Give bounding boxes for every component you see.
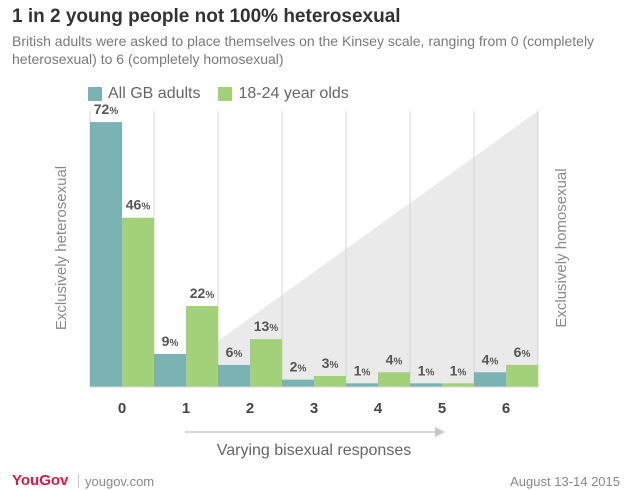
legend-swatch-young: [218, 87, 233, 101]
value-label: 9%: [162, 333, 179, 349]
legend: All GB adults 18-24 year olds: [88, 85, 367, 103]
tick-label: 5: [438, 400, 446, 417]
value-label: 6%: [514, 344, 531, 360]
tick-label: 2: [246, 400, 254, 417]
right-axis-label: Exclusively homosexual: [553, 168, 570, 327]
value-label: 13%: [254, 318, 279, 334]
tick-label: 3: [310, 400, 318, 417]
bar-young-6: [506, 364, 538, 387]
value-label: 1%: [354, 362, 371, 378]
value-label: 1%: [418, 362, 435, 378]
bar-young-5: [442, 383, 474, 387]
value-label: 1%: [450, 362, 467, 378]
value-label: 72%: [94, 101, 119, 117]
bisexual-arrow-head: [435, 427, 445, 437]
bar-young-1: [186, 306, 218, 387]
value-label: 3%: [322, 355, 339, 371]
bar-all-adults-2: [218, 364, 250, 387]
chart-subtitle: British adults were asked to place thems…: [12, 33, 595, 67]
legend-item-all-adults: All GB adults: [88, 85, 200, 103]
left-axis-label: Exclusively heterosexual: [53, 166, 70, 330]
bar-young-2: [250, 339, 282, 387]
footer-divider: [78, 474, 79, 488]
bar-all-adults-1: [154, 353, 186, 387]
site-link[interactable]: yougov.com: [85, 474, 155, 489]
chart-title: 1 in 2 young people not 100% heterosexua…: [12, 6, 401, 27]
legend-swatch-all-adults: [88, 87, 102, 101]
bar-young-3: [314, 375, 346, 387]
value-label: 22%: [190, 285, 215, 301]
tick-label: 0: [118, 400, 126, 417]
bar-young-4: [378, 372, 410, 387]
bar-young-0: [122, 217, 154, 387]
value-label: 4%: [482, 351, 499, 367]
legend-label-young: 18-24 year olds: [238, 85, 349, 102]
bar-chart: 72% 46% 9% 22% 6% 13% 2% 3% 1% 4% 1% 1% 4% 6% 0 1 2 3 4 5 6…: [53, 101, 570, 459]
tick-label: 1: [182, 400, 190, 417]
value-label: 6%: [226, 344, 243, 360]
x-axis-label: Varying bisexual responses: [217, 442, 411, 459]
bar-all-adults-3: [282, 379, 314, 387]
bar-all-adults-4: [346, 383, 378, 387]
bar-all-adults-5: [410, 383, 442, 387]
legend-item-young: 18-24 year olds: [218, 85, 349, 103]
survey-date: August 13-14 2015: [510, 474, 620, 489]
bar-all-adults-0: [90, 122, 122, 387]
value-label: 2%: [290, 359, 307, 375]
tick-label: 4: [374, 400, 383, 417]
brand-logo: YouGov: [12, 472, 69, 489]
value-label: 46%: [126, 197, 151, 213]
tick-label: 6: [502, 400, 510, 417]
legend-label-all-adults: All GB adults: [108, 85, 201, 102]
bar-all-adults-6: [474, 372, 506, 387]
value-label: 4%: [386, 351, 403, 367]
